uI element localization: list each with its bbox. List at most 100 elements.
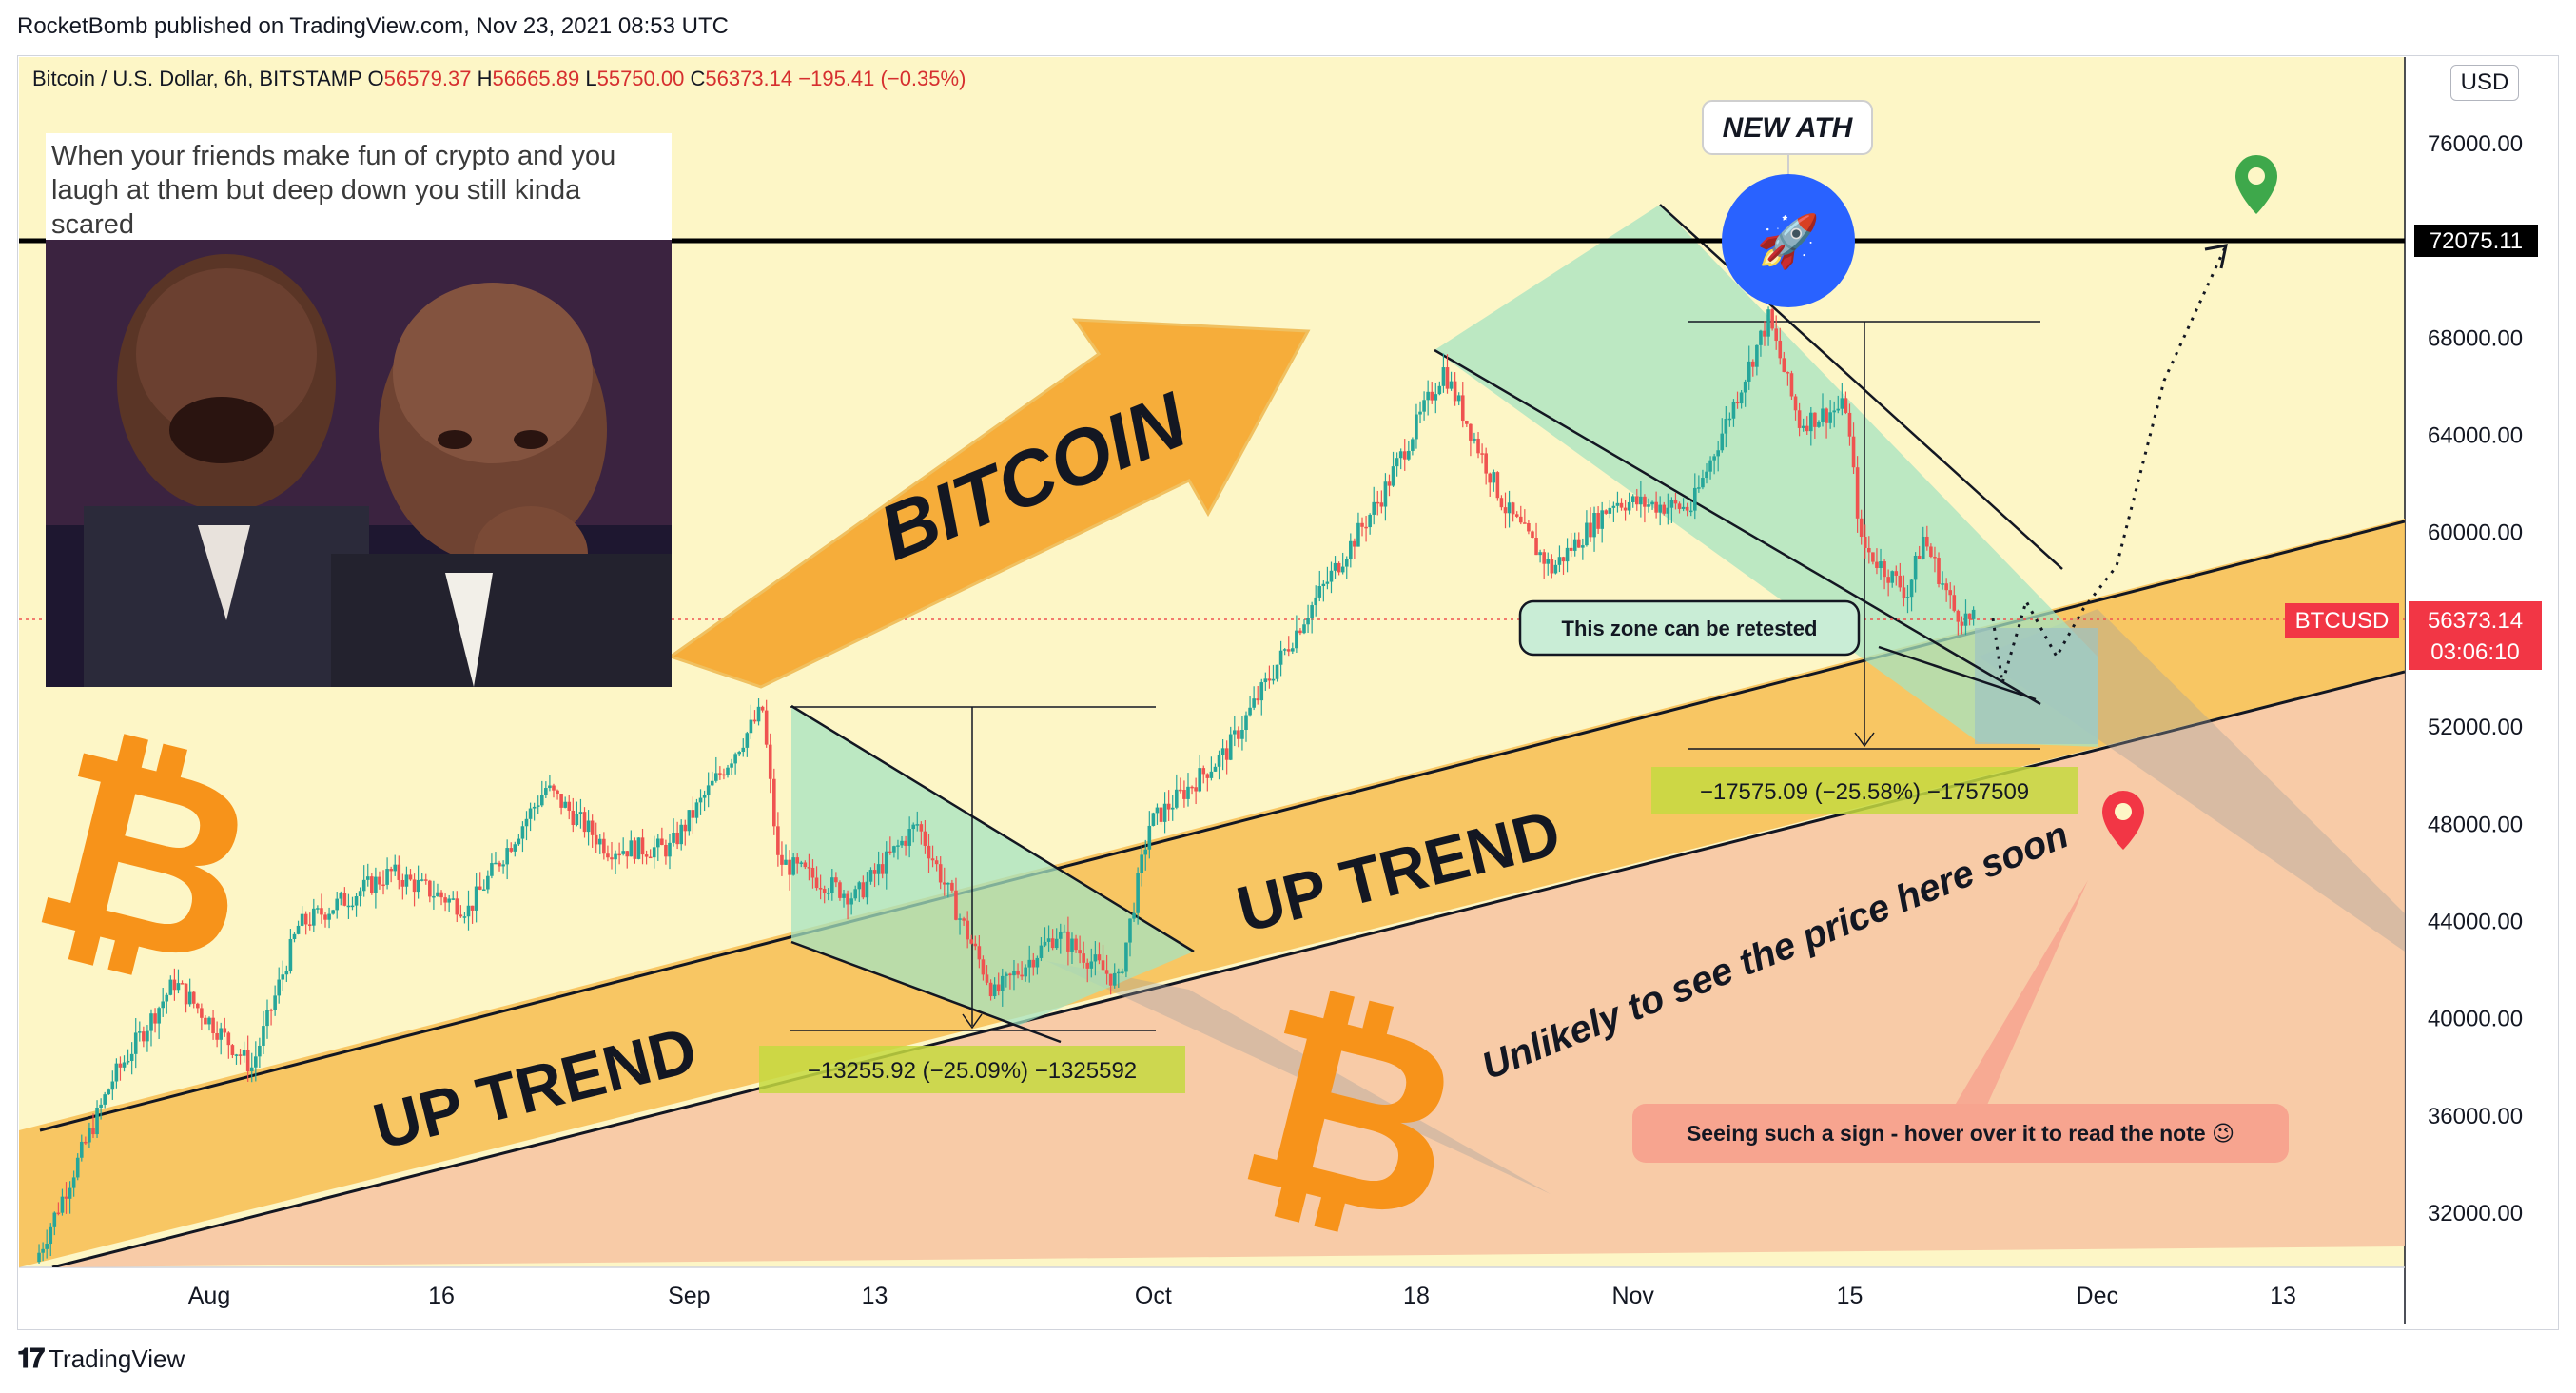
candle-body	[602, 838, 606, 854]
candle-body	[470, 905, 475, 911]
candle-body	[849, 898, 853, 905]
candle-body	[223, 1028, 227, 1033]
candle-body	[752, 719, 757, 722]
candle-body	[84, 1141, 88, 1144]
retest-callout[interactable]	[1518, 599, 1861, 657]
candle-body	[1302, 624, 1306, 634]
candle-body	[1743, 381, 1747, 393]
candle-body	[1789, 373, 1794, 397]
candle-body	[1894, 571, 1899, 576]
candle-body	[316, 908, 320, 910]
candle-body	[1763, 330, 1766, 337]
x-tick-label: Aug	[188, 1283, 230, 1309]
candle-body	[1124, 942, 1128, 972]
green-pin-icon[interactable]	[2235, 155, 2277, 214]
candle-body	[892, 846, 896, 853]
symbol-tag[interactable]	[2285, 603, 2399, 638]
candle-body	[942, 882, 946, 885]
candle-body	[126, 1061, 130, 1063]
wedge-line-1b	[790, 940, 1062, 1044]
y-tick-label: 36000.00	[2428, 1104, 2523, 1129]
candle-body	[830, 877, 834, 893]
resistance-tag[interactable]	[2414, 225, 2538, 257]
bitcoin-arrow[interactable]	[667, 318, 1311, 689]
candle-body	[1360, 522, 1364, 527]
candle-body	[1859, 518, 1864, 538]
candle-body	[977, 946, 982, 960]
candle-body	[911, 824, 916, 830]
candle-body	[1855, 467, 1860, 519]
candle-body	[1383, 481, 1388, 507]
candle-body	[1681, 506, 1686, 509]
candle-body	[1213, 766, 1218, 772]
ohlc-legend[interactable]: Bitcoin / U.S. Dollar, 6h, BITSTAMP O565…	[32, 67, 966, 91]
candle-body	[1701, 478, 1705, 488]
rocket-circle[interactable]	[1722, 174, 1855, 307]
candle-body	[1136, 873, 1140, 913]
measure-label-2	[1651, 767, 2078, 814]
candle-body	[768, 744, 772, 779]
candle-body	[1503, 507, 1508, 514]
falling-wedge-sep	[791, 706, 1194, 1026]
candle-body	[1132, 912, 1136, 919]
candle-body	[1035, 957, 1040, 968]
candle-body	[95, 1107, 99, 1135]
candle-body	[374, 876, 378, 893]
measure-label-2-text: −17575.09 (−25.58%) −1757509	[1700, 779, 2029, 805]
y-tick-label: 68000.00	[2428, 325, 2523, 351]
candle-body	[822, 889, 827, 894]
candle-body	[1561, 557, 1566, 562]
candle-body	[303, 913, 308, 925]
candle-body	[919, 824, 924, 832]
candle-body	[1174, 789, 1179, 808]
candle-body	[818, 888, 823, 890]
price-axis-ticks[interactable]: 32000.00 36000.00 40000.00 44000.00 48000.00…	[2428, 131, 2523, 1226]
candle-body	[296, 925, 301, 934]
red-pin-icon[interactable]	[2102, 791, 2144, 850]
candle-body	[1391, 466, 1395, 486]
candle-body	[691, 810, 695, 818]
candle-body	[273, 995, 277, 1010]
candle-body	[1147, 825, 1152, 850]
candle-body	[668, 842, 672, 857]
candle-body	[1956, 610, 1961, 622]
projection-wedge-1	[1046, 961, 1551, 1194]
candle-body	[1639, 496, 1643, 505]
candle-body	[1379, 502, 1384, 507]
candle-body	[1731, 402, 1736, 419]
candle-body	[1488, 473, 1493, 483]
candle-body	[462, 916, 467, 918]
candle-body	[772, 778, 776, 827]
hover-note[interactable]	[1632, 1104, 2289, 1163]
time-axis-ticks[interactable]: Aug 16 Sep 13 Oct 18 Nov 15 Dec 13	[188, 1283, 2296, 1309]
candle-body	[1325, 581, 1330, 584]
candle-body	[1847, 412, 1852, 437]
candle-body	[400, 879, 405, 887]
candle-body	[872, 870, 877, 874]
candle-body	[307, 924, 312, 926]
candle-body	[1434, 394, 1438, 401]
candle-body	[1937, 558, 1941, 584]
candle-body	[393, 864, 398, 872]
candle-body	[1747, 361, 1751, 382]
candle-body	[597, 838, 602, 845]
last-price-tag[interactable]	[2409, 601, 2542, 670]
close-value: 56373.14	[705, 67, 793, 90]
candle-body	[981, 959, 986, 975]
candle-body	[1909, 579, 1914, 598]
candle-body	[1886, 577, 1890, 583]
candle-body	[149, 1013, 153, 1031]
tradingview-logo-icon: 𝟏𝟕	[17, 1344, 45, 1373]
candle-body	[745, 733, 750, 748]
candle-body	[1232, 730, 1237, 735]
measure-tool-1[interactable]	[790, 706, 1156, 1031]
currency-button[interactable]: USD	[2450, 65, 2519, 101]
candle-body	[1194, 787, 1198, 792]
candle-body	[621, 851, 625, 854]
candle-body	[528, 808, 533, 819]
measure-tool-2[interactable]	[1688, 321, 2040, 750]
x-tick-label: 13	[2270, 1283, 2296, 1309]
candle-body	[323, 914, 327, 920]
footer-brand[interactable]: 𝟏𝟕 TradingView	[17, 1344, 185, 1375]
footer-brand-text: TradingView	[49, 1344, 185, 1373]
